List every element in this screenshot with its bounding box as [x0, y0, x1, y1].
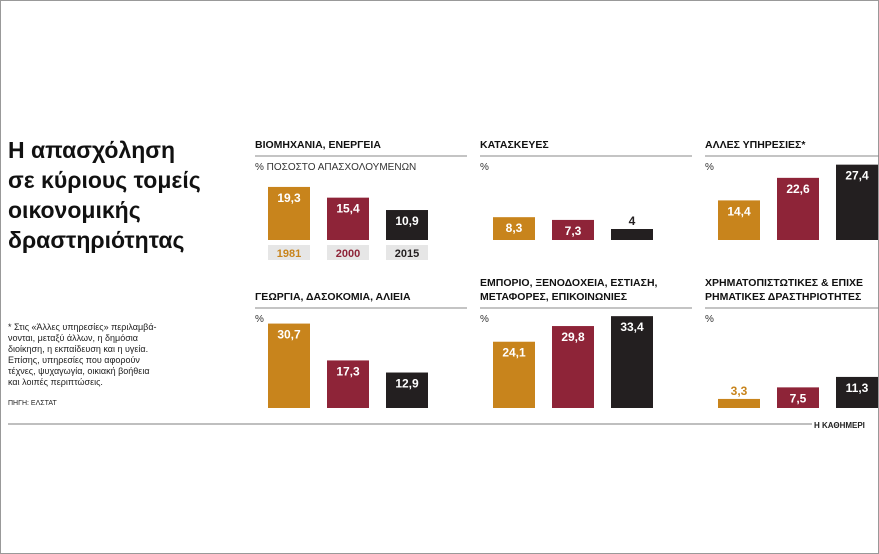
- value-label: 10,9: [395, 214, 419, 228]
- panel-subtitle: %: [255, 314, 264, 325]
- panel-title: ΜΕΤΑΦΟΡΕΣ, ΕΠΙΚΟΙΝΩΝΙΕΣ: [480, 291, 627, 303]
- value-label: 8,3: [506, 221, 523, 235]
- bar: [552, 219, 594, 240]
- panel-subtitle: %: [705, 314, 714, 325]
- bar: [386, 372, 428, 408]
- panel-title: ΓΕΩΡΓΙΑ, ΔΑΣΟΚΟΜΙΑ, ΑΛΙΕΙΑ: [255, 291, 411, 303]
- main-title: σε κύριους τομείς: [8, 167, 201, 193]
- panel-title: ΡΗΜΑΤΙΚΕΣ ΔΡΑΣΤΗΡΙΟΤΗΤΕΣ: [705, 291, 861, 303]
- category-label: 1981: [277, 248, 301, 260]
- bar: [718, 200, 760, 240]
- bar: [718, 398, 760, 408]
- value-label: 14,4: [727, 204, 751, 218]
- panel-title: ΑΛΛΕΣ ΥΠΗΡΕΣΙΕΣ*: [705, 139, 806, 151]
- value-label: 4: [629, 214, 636, 228]
- panel-subtitle: %: [705, 162, 714, 173]
- source: ΠΗΓΗ: ΕΛΣΤΑΤ: [8, 400, 57, 407]
- footnote: τέχνες, ψυχαγωγία, οικιακή βοήθεια: [8, 366, 150, 376]
- panel-subtitle: %: [480, 314, 489, 325]
- footnote: Επίσης, υπηρεσίες που αφορούν: [8, 355, 140, 365]
- panel-title: ΒΙΟΜΗΧΑΝΙΑ, ΕΝΕΡΓΕΙΑ: [255, 139, 381, 151]
- value-label: 11,3: [846, 381, 869, 395]
- value-label: 22,6: [786, 182, 810, 196]
- category-bg: [327, 245, 369, 260]
- value-label: 15,4: [336, 202, 360, 216]
- category-bg: [268, 245, 310, 260]
- bar: [268, 186, 310, 240]
- panel-title: ΧΡΗΜΑΤΟΠΙΣΤΩΤΙΚΕΣ & ΕΠΙΧΕ: [705, 277, 863, 289]
- bar: [836, 376, 878, 408]
- bar: [611, 229, 653, 240]
- bar: [552, 326, 594, 408]
- value-label: 12,9: [395, 377, 419, 391]
- value-label: 33,4: [620, 320, 644, 334]
- brand: Η ΚΑΘΗΜΕΡΙ: [814, 421, 865, 430]
- footnote: * Στις «Άλλες υπηρεσίες» περιλαμβά-: [8, 322, 157, 332]
- panel-title: ΚΑΤΑΣΚΕΥΕΣ: [480, 139, 549, 151]
- value-label: 7,5: [790, 391, 807, 405]
- main-title: οικονομικής: [8, 197, 141, 223]
- main-title: δραστηριότητας: [8, 227, 184, 253]
- value-label: 24,1: [502, 346, 526, 360]
- category-label: 2000: [336, 248, 360, 260]
- bar: [386, 210, 428, 240]
- bar: [611, 316, 653, 408]
- footnote: διοίκηση, η εκπαίδευση και η υγεία.: [8, 344, 148, 354]
- value-label: 19,3: [277, 191, 301, 205]
- value-label: 17,3: [336, 364, 360, 378]
- value-label: 7,3: [565, 224, 582, 238]
- value-label: 29,8: [561, 330, 585, 344]
- panel-subtitle: %: [480, 162, 489, 173]
- bar: [836, 164, 878, 240]
- footnote: νονται, μεταξύ άλλων, η δημόσια: [8, 333, 138, 343]
- bar: [493, 217, 535, 240]
- footnote: και λοιπές περιπτώσεις.: [8, 377, 103, 387]
- category-bg: [386, 245, 428, 260]
- bar: [493, 341, 535, 408]
- bar: [777, 387, 819, 408]
- bar: [327, 197, 369, 240]
- bar: [777, 177, 819, 240]
- bar: [268, 323, 310, 408]
- value-label: 30,7: [277, 328, 301, 342]
- value-label: 27,4: [845, 169, 869, 183]
- value-label: 3,3: [731, 384, 748, 398]
- panel-subtitle: % ΠΟΣΟΣΤΟ ΑΠΑΣΧΟΛΟΥΜΕΝΩΝ: [255, 162, 416, 173]
- category-label: 2015: [395, 248, 419, 260]
- main-title: Η απασχόληση: [8, 137, 175, 163]
- bar: [327, 360, 369, 408]
- panel-title: ΕΜΠΟΡΙΟ, ΞΕΝΟΔΟΧΕΙΑ, ΕΣΤΙΑΣΗ,: [480, 277, 658, 289]
